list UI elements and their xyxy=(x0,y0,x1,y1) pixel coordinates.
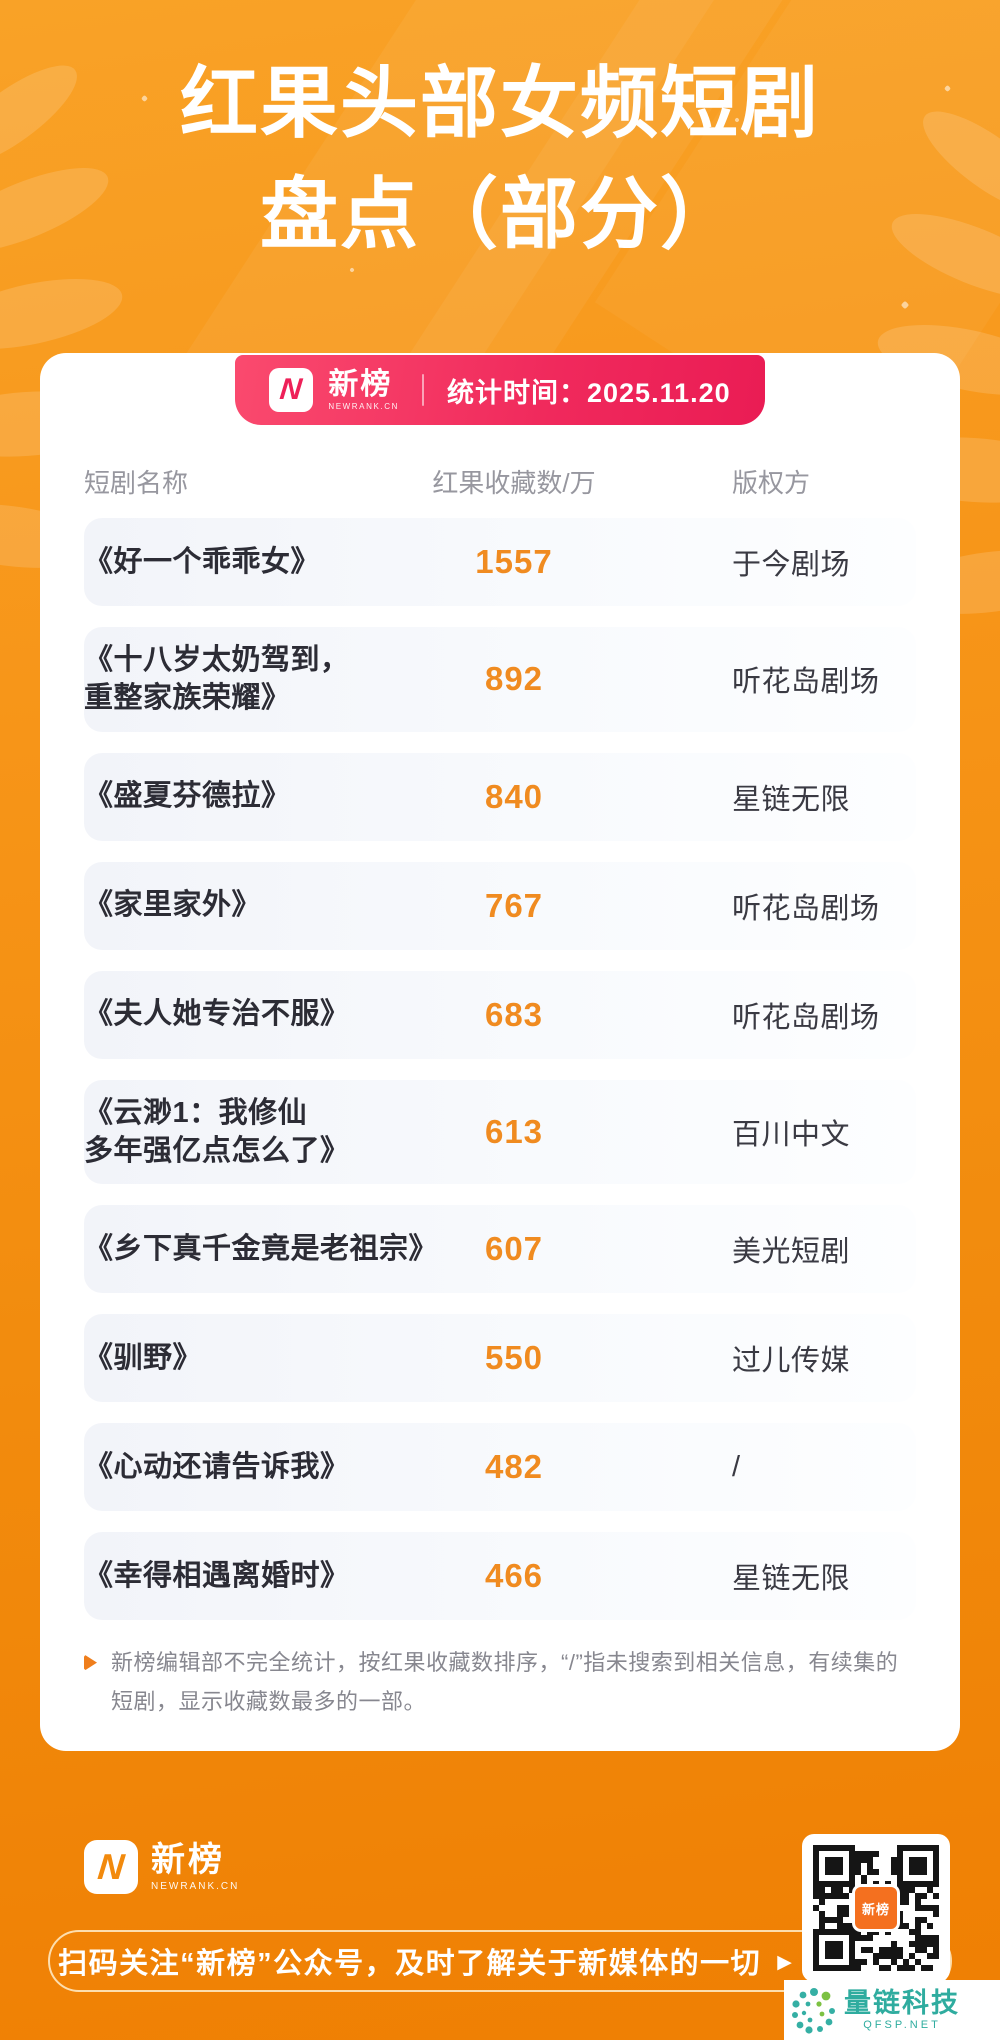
copyright-owner: 于今剧场 xyxy=(732,549,851,581)
watermark-name: 量链科技 xyxy=(844,1987,960,2018)
footer-brand: 新榜 NEWRANK.CN xyxy=(151,1843,239,1892)
watermark-text: 量链科技 QFSP.NET xyxy=(844,1987,960,2031)
qr-code: 新榜 xyxy=(802,1834,950,1982)
favorite-count: 466 xyxy=(484,1557,544,1595)
newrank-logo-icon: N xyxy=(269,368,314,412)
footer-newrank-logo: N 新榜 NEWRANK.CN xyxy=(84,1840,239,1894)
stat-date-badge: N 新榜 NEWRANK.CN 统计时间：2025.11.20 xyxy=(235,355,765,425)
favorite-count: 767 xyxy=(484,886,544,924)
copyright-owner: 美光短剧 xyxy=(732,1236,851,1269)
table-header-row: 短剧名称 红果收藏数/万 版权方 xyxy=(84,463,916,500)
drama-title: 《心动还请告诉我》 xyxy=(84,1450,350,1483)
watermark: 量链科技 QFSP.NET xyxy=(784,1980,1000,2040)
table-row: 《好一个乖乖女》 1557 于今剧场 xyxy=(84,518,916,606)
drama-title: 《十八岁太奶驾到， 重整家族荣耀》 xyxy=(84,644,350,715)
drama-title: 《云渺1：我修仙 多年强亿点怎么了》 xyxy=(84,1096,350,1167)
column-header-name: 短剧名称 xyxy=(84,468,189,498)
page-title-line1: 红果头部女频短剧 xyxy=(179,59,820,147)
drama-title: 《幸得相遇离婚时》 xyxy=(84,1559,350,1592)
table-rows: 《好一个乖乖女》 1557 于今剧场 《十八岁太奶驾到， 重整家族荣耀》 892… xyxy=(84,518,916,1621)
arrow-right-icon: ▶ xyxy=(777,1951,792,1973)
favorite-count: 613 xyxy=(484,1112,544,1150)
copyright-owner: 听花岛剧场 xyxy=(732,1001,880,1034)
table-row: 《云渺1：我修仙 多年强亿点怎么了》 613 百川中文 xyxy=(84,1079,916,1185)
favorite-count: 482 xyxy=(484,1448,544,1486)
page-title: 红果头部女频短剧 盘点（部分） xyxy=(0,48,1000,270)
copyright-owner: 百川中文 xyxy=(732,1118,851,1151)
table-row: 《驯野》 550 过儿传媒 xyxy=(84,1314,916,1403)
ranking-card: N 新榜 NEWRANK.CN 统计时间：2025.11.20 短剧名称 红果收… xyxy=(40,353,960,1752)
favorite-count: 840 xyxy=(484,777,544,815)
footer-brand-domain: NEWRANK.CN xyxy=(151,1880,240,1892)
copyright-owner: 听花岛剧场 xyxy=(732,892,880,925)
sparkle-dot xyxy=(900,300,910,310)
copyright-owner: 听花岛剧场 xyxy=(732,666,880,699)
column-header-owner: 版权方 xyxy=(732,468,811,498)
watermark-logo-icon xyxy=(792,1988,835,2034)
newrank-logo-letter: N xyxy=(278,373,304,406)
favorite-count: 1557 xyxy=(475,543,553,580)
newrank-brand-domain: NEWRANK.CN xyxy=(328,401,399,411)
table-row: 《心动还请告诉我》 482 / xyxy=(84,1423,916,1512)
favorite-count: 607 xyxy=(484,1230,544,1268)
drama-title: 《夫人她专治不服》 xyxy=(84,998,350,1031)
newrank-logo-icon: N xyxy=(84,1840,138,1894)
footnote-bullet-icon xyxy=(84,1655,97,1671)
favorite-count: 683 xyxy=(484,995,544,1033)
table-row: 《乡下真千金竟是老祖宗》 607 美光短剧 xyxy=(84,1205,916,1294)
favorite-count: 892 xyxy=(484,660,544,698)
badge-divider xyxy=(422,374,424,406)
copyright-owner: 星链无限 xyxy=(732,783,851,816)
footnote-text: 新榜编辑部不完全统计，按红果收藏数排序，“/”指未搜索到相关信息，有续集的短剧，… xyxy=(111,1650,899,1714)
newrank-brand: 新榜 NEWRANK.CN xyxy=(328,367,399,411)
follow-banner-text: 扫码关注“新榜”公众号，及时了解关于新媒体的一切 xyxy=(58,1948,762,1980)
copyright-owner: 星链无限 xyxy=(732,1563,851,1596)
drama-title: 《家里家外》 xyxy=(84,889,262,922)
newrank-brand-name: 新榜 xyxy=(328,367,393,401)
table-row: 《家里家外》 767 听花岛剧场 xyxy=(84,861,916,950)
page-title-line2: 盘点（部分） xyxy=(259,169,740,258)
qr-center-logo: 新榜 xyxy=(852,1884,900,1932)
drama-title: 《驯野》 xyxy=(84,1341,203,1374)
newrank-logo-letter: N xyxy=(95,1846,127,1887)
stat-date-label: 统计时间：2025.11.20 xyxy=(447,377,731,408)
table-row: 《幸得相遇离婚时》 466 星链无限 xyxy=(84,1532,916,1621)
drama-title: 《盛夏芬德拉》 xyxy=(84,780,291,813)
watermark-domain: QFSP.NET xyxy=(863,2018,941,2031)
table-row: 《盛夏芬德拉》 840 星链无限 xyxy=(84,752,916,841)
footer-brand-name: 新榜 xyxy=(151,1840,225,1879)
copyright-owner: / xyxy=(732,1450,741,1483)
qr-center-label: 新榜 xyxy=(861,1901,890,1917)
table-row: 《十八岁太奶驾到， 重整家族荣耀》 892 听花岛剧场 xyxy=(84,627,916,732)
table-row: 《夫人她专治不服》 683 听花岛剧场 xyxy=(84,970,916,1059)
footnote: 新榜编辑部不完全统计，按红果收藏数排序，“/”指未搜索到相关信息，有续集的短剧，… xyxy=(84,1644,916,1721)
follow-banner: 扫码关注“新榜”公众号，及时了解关于新媒体的一切 ▶ xyxy=(48,1930,952,1992)
column-header-count: 红果收藏数/万 xyxy=(432,468,596,498)
favorite-count: 550 xyxy=(484,1339,544,1377)
drama-title: 《好一个乖乖女》 xyxy=(84,545,321,578)
copyright-owner: 过儿传媒 xyxy=(732,1345,851,1378)
drama-title: 《乡下真千金竟是老祖宗》 xyxy=(84,1232,439,1265)
